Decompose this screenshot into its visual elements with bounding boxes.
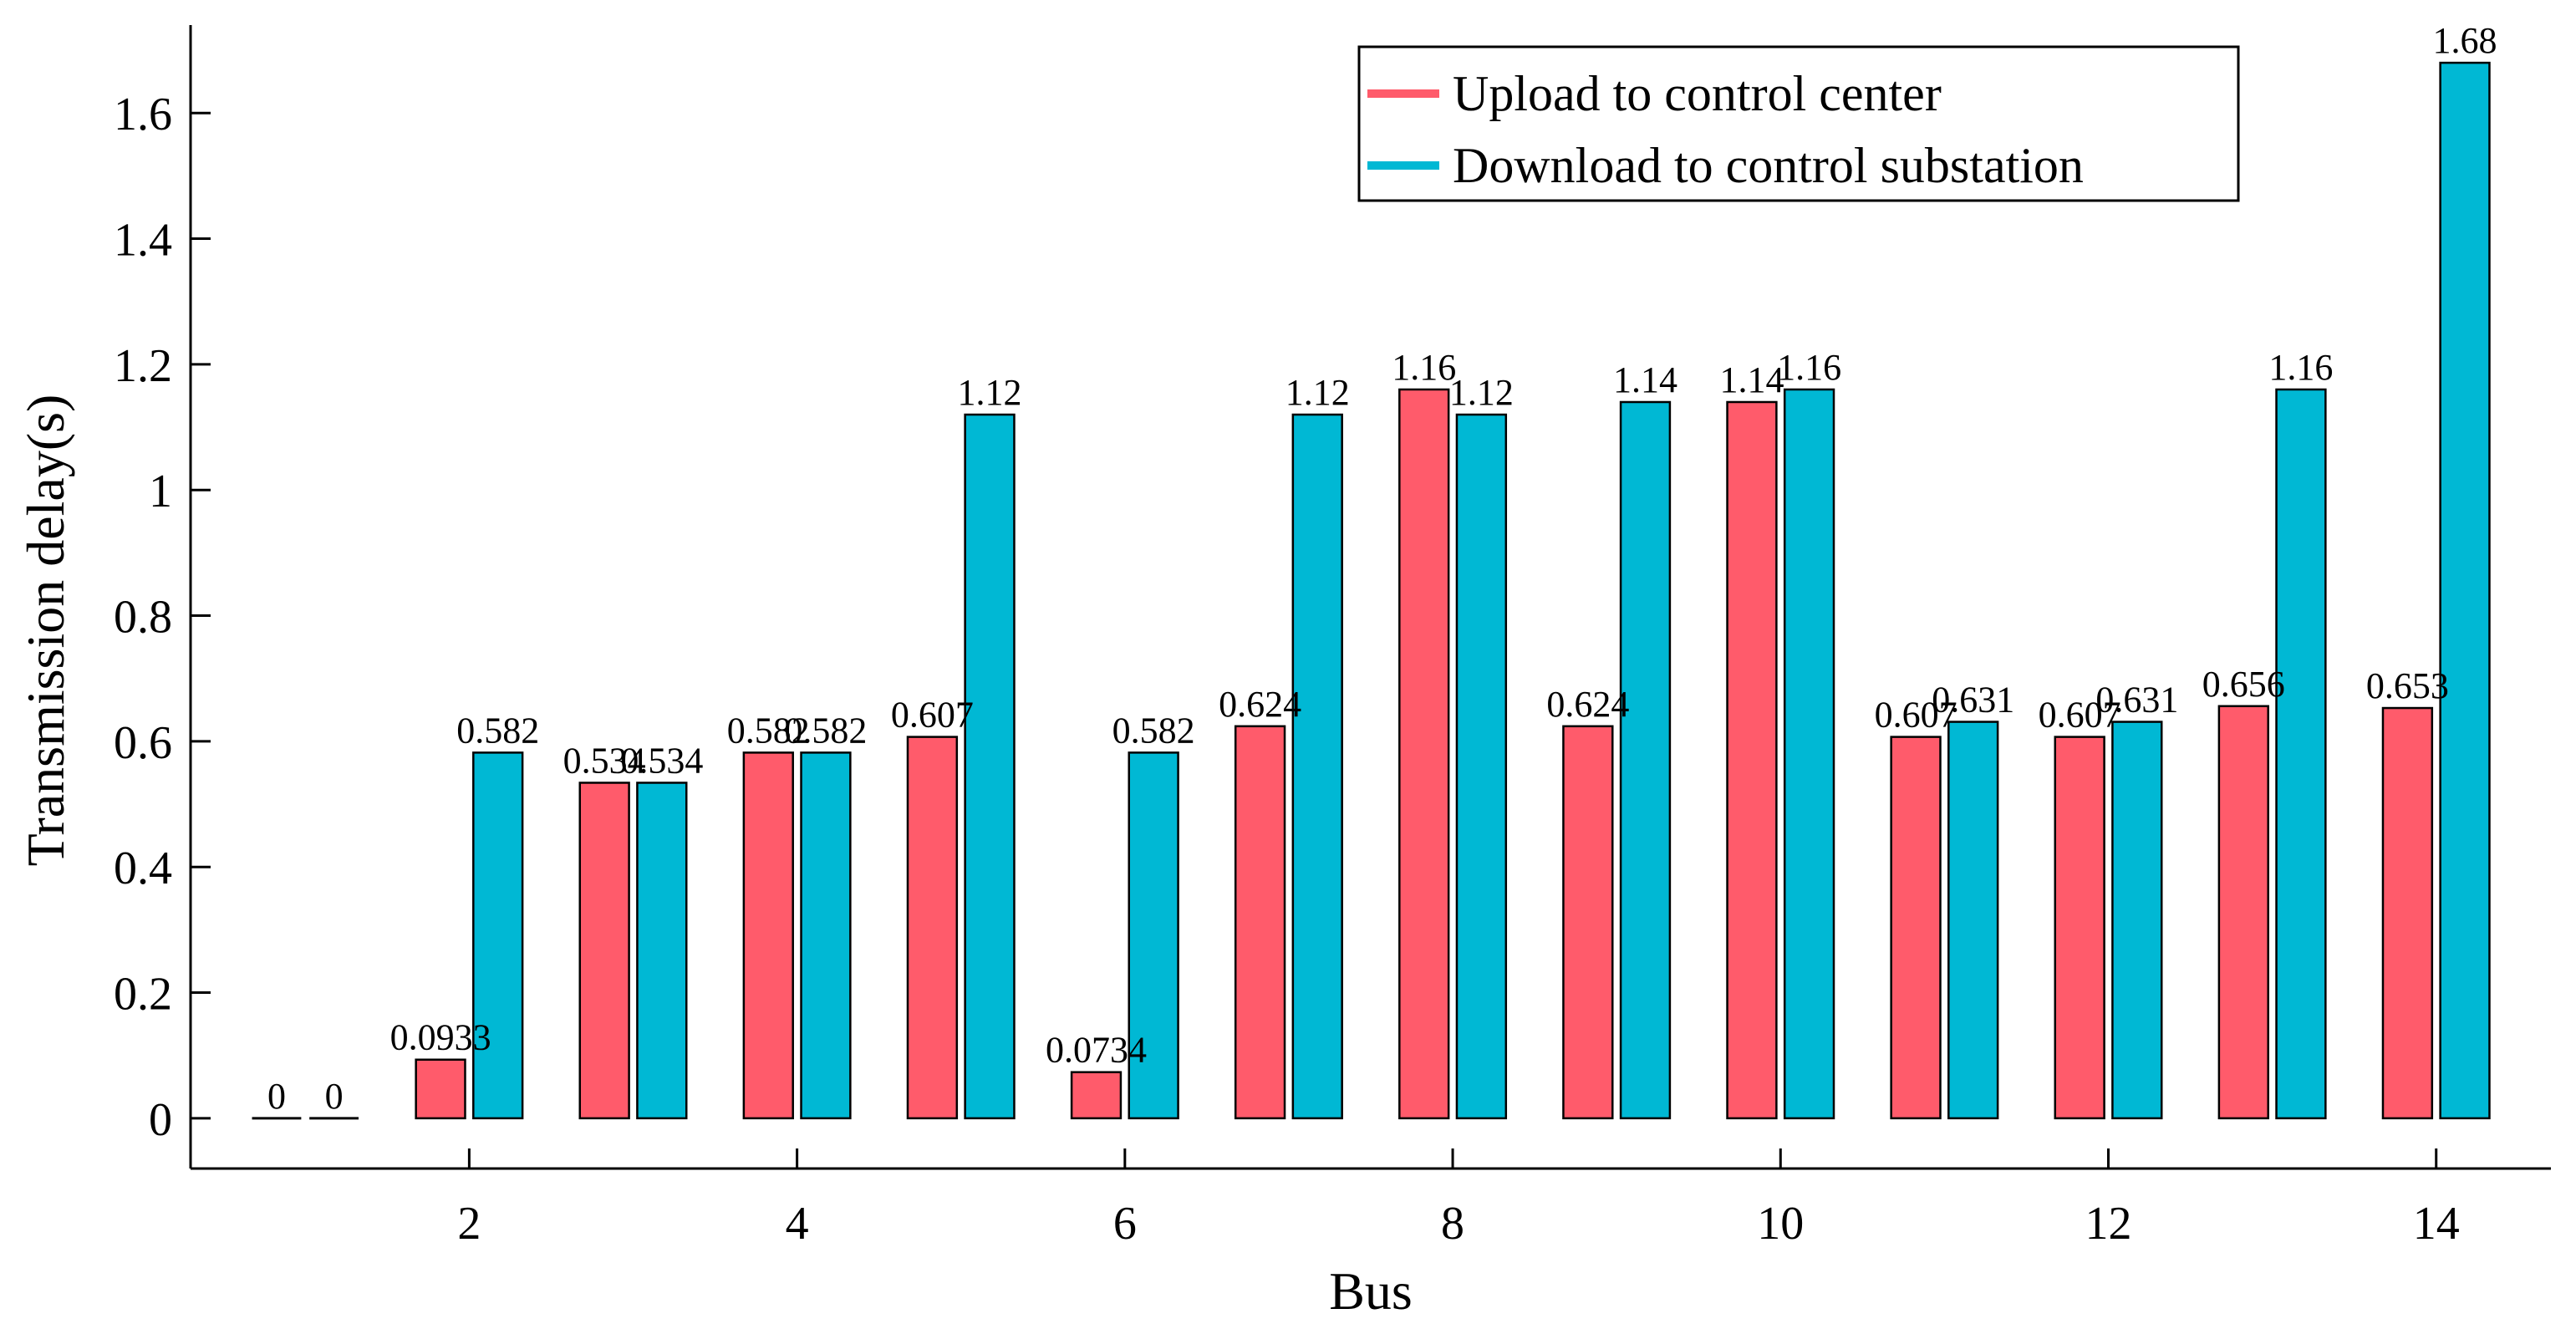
x-tick-label-10: 10: [1757, 1198, 1804, 1250]
data-label-upload-to-control-center-bus-11: 0.607: [1875, 695, 1957, 736]
bar-download-to-control-substation-bus-6: [1128, 751, 1179, 1120]
data-label-upload-to-control-center-bus-5: 0.607: [891, 695, 974, 736]
data-label-upload-to-control-center-bus-10: 1.14: [1719, 359, 1784, 400]
bar-upload-to-control-center-bus-13: [2217, 705, 2269, 1120]
y-tick-label-0: 0: [149, 1094, 172, 1146]
bar-upload-to-control-center-bus-3: [578, 782, 630, 1120]
bar-download-to-control-substation-bus-8: [1455, 413, 1508, 1120]
data-label-upload-to-control-center-bus-13: 0.656: [2202, 664, 2285, 705]
legend-label-download-to-control-substation: Download to control substation: [1453, 138, 2084, 193]
x-tick-label-6: 6: [1113, 1198, 1137, 1250]
data-label-download-to-control-substation-bus-12: 0.631: [2095, 680, 2178, 721]
bar-download-to-control-substation-bus-3: [636, 782, 688, 1120]
data-label-download-to-control-substation-bus-7: 1.12: [1285, 372, 1350, 413]
bar-upload-to-control-center-bus-4: [742, 751, 794, 1120]
y-tick-label-1.4: 1.4: [114, 215, 172, 267]
data-label-upload-to-control-center-bus-9: 0.624: [1546, 684, 1629, 725]
bar-download-to-control-substation-bus-10: [1783, 388, 1835, 1120]
bar-download-to-control-substation-bus-4: [800, 751, 852, 1120]
x-tick-label-12: 12: [2085, 1198, 2132, 1250]
bar-upload-to-control-center-bus-6: [1070, 1071, 1123, 1120]
bar-upload-to-control-center-bus-9: [1562, 725, 1614, 1120]
data-label-download-to-control-substation-bus-4: 0.582: [784, 710, 867, 751]
axes-layer: 0 0.2 0.4 0.6 0.8 1 1.2 1.4 1.6 2 4 6 8 10 12 14 Bus Tran…: [16, 25, 2551, 1321]
bar-download-to-control-substation-bus-7: [1291, 413, 1343, 1120]
data-label-download-to-control-substation-bus-3: 0.534: [620, 740, 703, 781]
y-axis-title: Transmission delay(s): [16, 395, 75, 867]
data-label-download-to-control-substation-bus-8: 1.12: [1449, 372, 1514, 413]
x-tick-label-8: 8: [1441, 1198, 1464, 1250]
data-label-upload-to-control-center-bus-12: 0.607: [2039, 695, 2121, 736]
y-tick-label-0.4: 0.4: [114, 843, 172, 894]
y-tick-label-1.6: 1.6: [114, 89, 172, 140]
data-label-upload-to-control-center-bus-7: 0.624: [1219, 684, 1301, 725]
data-label-download-to-control-substation-bus-13: 1.16: [2268, 347, 2333, 388]
bars-layer: [252, 61, 2491, 1120]
bar-download-to-control-substation-bus-5: [964, 413, 1016, 1120]
bar-download-to-control-substation-bus-2: [472, 751, 524, 1120]
data-label-download-to-control-substation-bus-5: 1.12: [958, 372, 1022, 413]
bar-upload-to-control-center-bus-8: [1398, 388, 1450, 1120]
data-label-upload-to-control-center-bus-1: 0: [267, 1076, 286, 1117]
data-label-upload-to-control-center-bus-2: 0.0933: [390, 1017, 491, 1058]
data-label-download-to-control-substation-bus-9: 1.14: [1613, 359, 1677, 400]
y-tick-label-0.2: 0.2: [114, 969, 172, 1021]
bar-upload-to-control-center-bus-2: [415, 1058, 466, 1120]
y-tick-label-1.2: 1.2: [114, 340, 172, 392]
y-tick-label-0.8: 0.8: [114, 592, 172, 644]
bar-download-to-control-substation-bus-9: [1619, 400, 1672, 1120]
bar-upload-to-control-center-bus-12: [2054, 736, 2105, 1120]
y-tick-label-1: 1: [149, 466, 172, 517]
x-tick-label-4: 4: [786, 1198, 809, 1250]
y-tick-label-0.6: 0.6: [114, 717, 172, 769]
bar-download-to-control-substation-bus-13: [2275, 388, 2327, 1120]
x-tick-label-2: 2: [457, 1198, 481, 1250]
bar-upload-to-control-center-bus-5: [906, 736, 959, 1120]
legend: Upload to control center Download to cont…: [1357, 45, 2240, 202]
x-axis-title: Bus: [1329, 1261, 1413, 1321]
x-tick-label-14: 14: [2413, 1198, 2460, 1250]
data-label-upload-to-control-center-bus-3: 0.534: [563, 740, 646, 781]
data-label-upload-to-control-center-bus-6: 0.0734: [1046, 1030, 1147, 1071]
data-labels-layer: 0 0.0933 0.534 0.582 0.607 0.0734 0.624 1.16 0.6…: [267, 20, 2497, 1117]
data-label-download-to-control-substation-bus-2: 0.582: [456, 710, 539, 751]
bar-download-to-control-substation-bus-12: [2111, 721, 2163, 1120]
legend-box: [1357, 45, 2240, 202]
bar-upload-to-control-center-bus-7: [1234, 725, 1286, 1120]
bar-download-to-control-substation-bus-11: [1947, 721, 1999, 1120]
data-label-download-to-control-substation-bus-10: 1.16: [1777, 347, 1841, 388]
data-label-download-to-control-substation-bus-1: 0: [325, 1076, 344, 1117]
data-label-upload-to-control-center-bus-8: 1.16: [1392, 347, 1456, 388]
bar-upload-to-control-center-bus-11: [1890, 736, 1942, 1120]
data-label-upload-to-control-center-bus-14: 0.653: [2366, 665, 2449, 706]
legend-label-upload-to-control-center: Upload to control center: [1453, 66, 1942, 121]
data-label-download-to-control-substation-bus-14: 1.68: [2433, 20, 2497, 61]
data-label-download-to-control-substation-bus-11: 0.631: [1932, 680, 2014, 721]
data-label-upload-to-control-center-bus-4: 0.582: [727, 710, 810, 751]
bar-upload-to-control-center-bus-14: [2381, 706, 2434, 1120]
data-label-download-to-control-substation-bus-6: 0.582: [1112, 710, 1195, 751]
bar-upload-to-control-center-bus-10: [1726, 400, 1778, 1120]
bar-download-to-control-substation-bus-14: [2439, 61, 2491, 1120]
